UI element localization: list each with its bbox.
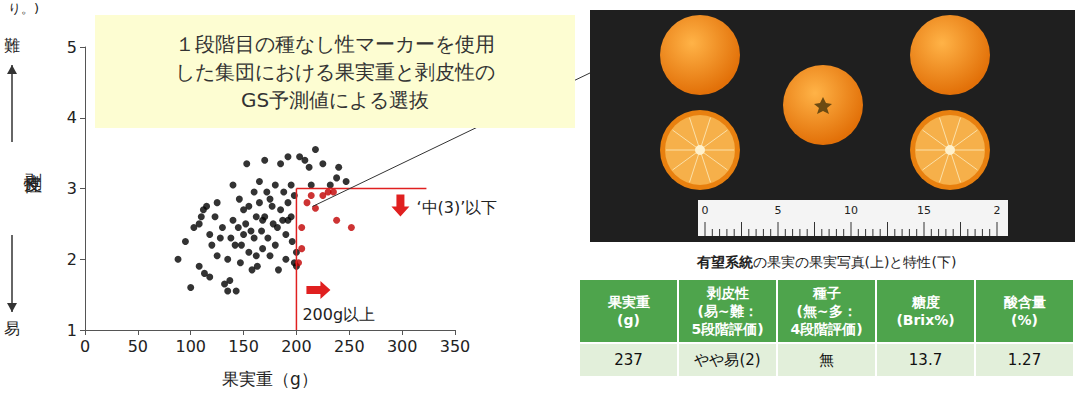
- svg-text:15: 15: [917, 204, 931, 217]
- html-text:剥皮性: 剥皮性: [706, 285, 749, 301]
- html-text:１段階目の種なし性マーカーを使用: １段階目の種なし性マーカーを使用: [175, 31, 495, 56]
- svg-text:3: 3: [67, 179, 77, 198]
- svg-text:300: 300: [387, 337, 418, 356]
- html-text:難: 難: [4, 36, 20, 55]
- html-text:237: 237: [614, 351, 643, 369]
- html-text:GS予測値による選抜: GS予測値による選抜: [240, 87, 430, 112]
- html-text:種子: 種子: [812, 285, 841, 301]
- svg-text:10: 10: [844, 204, 858, 217]
- svg-text:0: 0: [80, 337, 90, 356]
- svg-text:250: 250: [334, 337, 365, 356]
- svg-text:5: 5: [67, 38, 77, 57]
- html-text:酸含量: 酸含量: [1003, 294, 1046, 310]
- svg-text:果実重（g）: 果実重（g）: [222, 369, 318, 389]
- html-text:易: 易: [4, 319, 20, 338]
- svg-text:5: 5: [775, 204, 782, 217]
- svg-text:100: 100: [175, 337, 206, 356]
- svg-text:4: 4: [67, 108, 77, 127]
- svg-text:150: 150: [228, 337, 259, 356]
- html-text:5段階評価): 5段階評価): [691, 321, 764, 337]
- html-text:(Brix%): (Brix%): [896, 312, 955, 328]
- html-text:無: 無: [819, 350, 834, 369]
- svg-text:200g以上: 200g以上: [302, 305, 375, 324]
- html-text:13.7: 13.7: [908, 351, 943, 369]
- html-text:剥皮性: 剥皮性: [23, 158, 44, 162]
- html-text:り。): り。): [8, 1, 40, 16]
- html-text:(易~難：: (易~難：: [697, 303, 758, 319]
- svg-text:2: 2: [994, 204, 1001, 217]
- svg-text:50: 50: [128, 337, 148, 356]
- html-text:した集団における果実重と剥皮性の: した集団における果実重と剥皮性の: [175, 59, 495, 84]
- svg-text:200: 200: [281, 337, 312, 356]
- html-text:(無~多：: (無~多：: [796, 303, 857, 319]
- html-text:(g): (g): [617, 312, 640, 328]
- svg-text:350: 350: [440, 337, 471, 356]
- svg-text:1: 1: [67, 321, 77, 340]
- html-text:やや易(2): やや易(2): [694, 350, 761, 369]
- svg-text:2: 2: [67, 250, 77, 269]
- html-text:糖度: 糖度: [911, 294, 940, 310]
- html-text:1.27: 1.27: [1007, 351, 1042, 369]
- html-text:有望系統の果実の果実写真(上)と特性(下): 有望系統の果実の果実写真(上)と特性(下): [696, 254, 957, 270]
- html-text:4段階評価): 4段階評価): [790, 321, 863, 337]
- html-text:果実重: 果実重: [607, 294, 650, 310]
- svg-text:‘中(3)’以下: ‘中(3)’以下: [416, 198, 497, 217]
- svg-text:0: 0: [702, 204, 709, 217]
